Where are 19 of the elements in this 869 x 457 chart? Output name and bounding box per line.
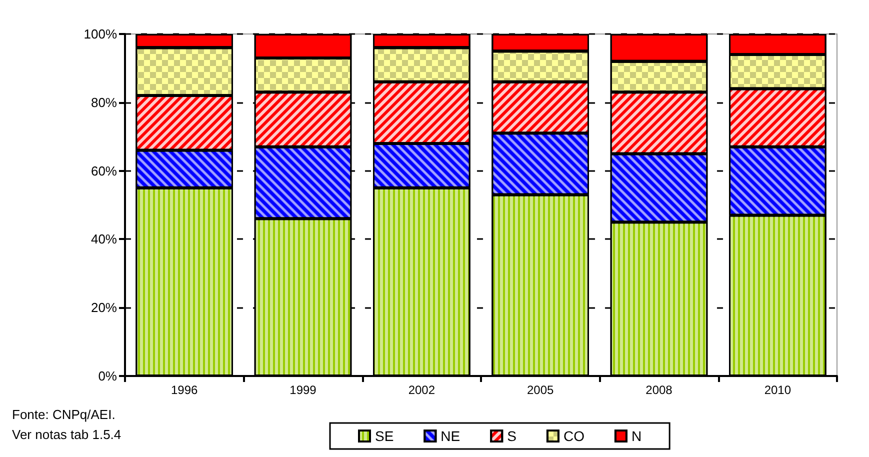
x-tick-label: 2008 — [646, 383, 673, 397]
legend-label: SE — [375, 428, 394, 444]
y-tick-label: 60% — [90, 163, 118, 178]
legend-label: S — [507, 428, 516, 444]
x-tick-label: 1999 — [290, 383, 317, 397]
text: Ver notas tab 1.5.4 — [12, 427, 122, 442]
x-tick-label: 2002 — [408, 383, 436, 397]
y-tick-label: 80% — [90, 94, 118, 110]
legend-label: N — [631, 428, 642, 444]
legend-label: CO — [563, 428, 585, 444]
source-note: Fonte: CNPq/AEI. — [12, 407, 116, 422]
x-tick-label: 2005 — [526, 383, 554, 397]
x-tick-label: 1996 — [170, 383, 198, 397]
y-tick-label: 100% — [84, 26, 118, 42]
y-tick-label: 20% — [90, 300, 118, 316]
y-tick-label: 0% — [98, 368, 118, 384]
y-tick-label: 40% — [90, 232, 118, 247]
legend-label: NE — [440, 428, 460, 444]
x-tick-label: 2010 — [764, 383, 792, 397]
